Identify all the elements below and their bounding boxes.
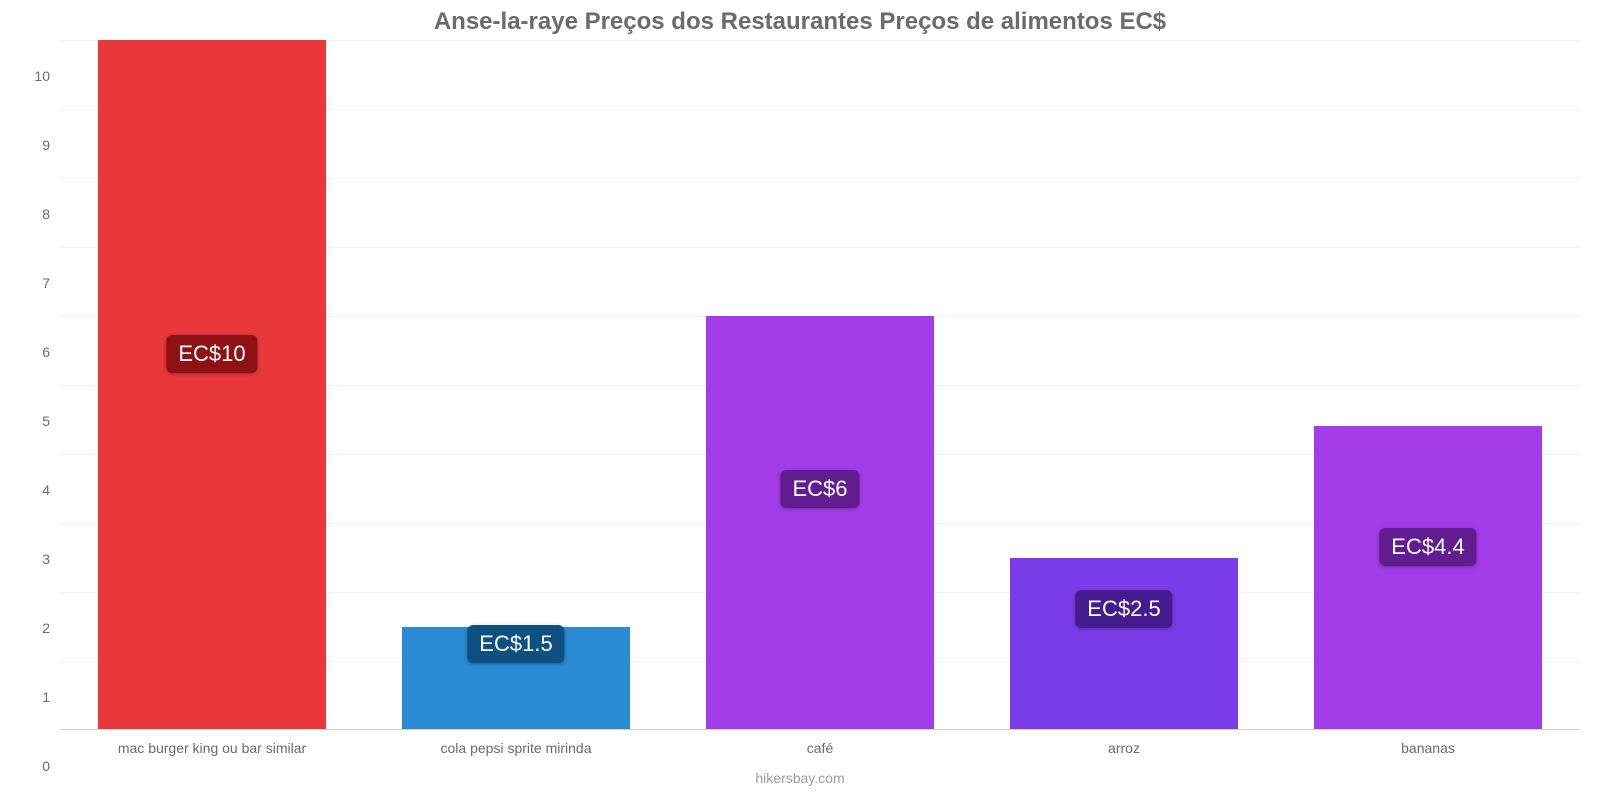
- value-badge: EC$6: [780, 470, 859, 508]
- y-tick-label: 4: [0, 482, 50, 498]
- bar: [1314, 426, 1542, 730]
- y-tick-label: 1: [0, 689, 50, 705]
- y-tick-label: 10: [0, 68, 50, 84]
- bar: [98, 40, 326, 730]
- y-tick-label: 8: [0, 206, 50, 222]
- plot-area: EC$10 EC$1.5 EC$6 EC$2.5 EC$4.4: [60, 40, 1580, 730]
- x-tick-label: arroz: [1108, 740, 1140, 756]
- x-tick-label: café: [807, 740, 833, 756]
- y-tick-label: 7: [0, 275, 50, 291]
- chart-title: Anse-la-raye Preços dos Restaurantes Pre…: [0, 0, 1600, 36]
- y-tick-label: 5: [0, 413, 50, 429]
- bar: [1010, 558, 1238, 731]
- x-tick-label: bananas: [1401, 740, 1455, 756]
- bars-layer: EC$10 EC$1.5 EC$6 EC$2.5 EC$4.4: [60, 40, 1580, 730]
- value-badge: EC$1.5: [467, 625, 564, 663]
- value-badge: EC$10: [166, 335, 257, 373]
- y-tick-label: 9: [0, 137, 50, 153]
- value-badge: EC$4.4: [1379, 528, 1476, 566]
- chart-footer: hikersbay.com: [0, 770, 1600, 786]
- value-badge: EC$2.5: [1075, 590, 1172, 628]
- y-tick-label: 3: [0, 551, 50, 567]
- x-tick-label: cola pepsi sprite mirinda: [441, 740, 592, 756]
- y-tick-label: 6: [0, 344, 50, 360]
- y-tick-label: 2: [0, 620, 50, 636]
- x-tick-label: mac burger king ou bar similar: [118, 740, 306, 756]
- x-axis-labels: mac burger king ou bar similar cola pepsi…: [0, 740, 1600, 770]
- chart-container: Anse-la-raye Preços dos Restaurantes Pre…: [0, 0, 1600, 800]
- bar: [706, 316, 934, 730]
- x-axis-line: [60, 729, 1580, 730]
